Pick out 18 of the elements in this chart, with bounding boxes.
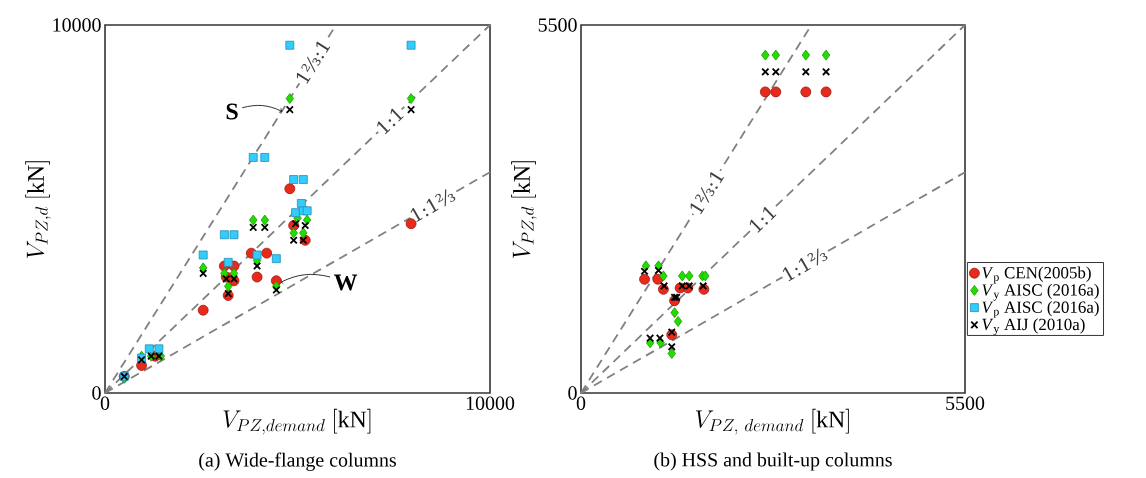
x-tick-label: 5500 [946, 396, 985, 410]
text: (b) HSS and built-up columns [654, 452, 892, 471]
y-axis-title: $V_{PZ,d}\ \mathrm{[kN]}$ [511, 161, 537, 258]
legend-label: V$_{y}$ AIJ (2010a) [982, 318, 1085, 336]
legend-label: V$_{p}$ AISC (2016a) [982, 300, 1099, 318]
annotation: 1:1 [749, 206, 777, 233]
x-tick-label: 0 [100, 396, 110, 410]
annotation: S [226, 103, 238, 120]
x-axis-title: $V_{PZ,demand}\ \mathrm{[kN]}$ [223, 408, 371, 435]
x-tick-label: 10000 [466, 396, 515, 410]
x-tick-label: 0 [576, 396, 586, 410]
x-axis-title: $V_{PZ,\ demand}\ \mathrm{[kN]}$ [695, 408, 849, 435]
text: (a) Wide-flange columns [199, 452, 396, 471]
y-axis-title: $V_{PZ,d}\ \mathrm{[kN]}$ [25, 161, 51, 258]
annotation: W [334, 274, 358, 291]
annotation: 1:1 [377, 108, 404, 135]
legend-label: V$_{y}$ AISC (2016a) [982, 283, 1099, 301]
legend-label: V$_{p}$ CEN(2005b) [982, 266, 1091, 284]
